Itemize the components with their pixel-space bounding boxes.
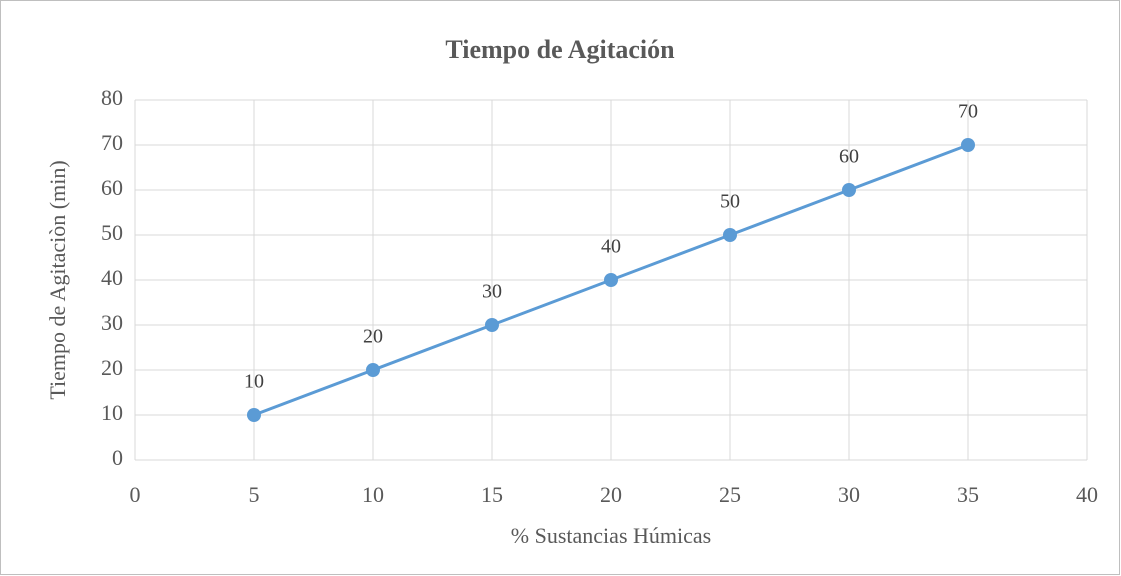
data-label: 60 xyxy=(839,146,859,168)
y-tick-label: 40 xyxy=(101,265,123,290)
x-tick-label: 25 xyxy=(719,482,741,507)
x-tick-label: 15 xyxy=(481,482,503,507)
data-point xyxy=(604,273,618,287)
y-tick-label: 0 xyxy=(112,445,123,470)
x-tick-label: 30 xyxy=(838,482,860,507)
x-tick-label: 5 xyxy=(249,482,260,507)
data-point xyxy=(723,228,737,242)
data-label: 10 xyxy=(244,371,264,393)
x-axis-label: % Sustancias Húmicas xyxy=(511,523,711,548)
y-tick-label: 50 xyxy=(101,220,123,245)
data-point xyxy=(366,363,380,377)
data-label: 70 xyxy=(958,101,978,123)
data-label: 30 xyxy=(482,281,502,303)
y-tick-label: 20 xyxy=(101,355,123,380)
x-tick-label: 40 xyxy=(1076,482,1098,507)
data-label: 40 xyxy=(601,236,621,258)
data-label: 50 xyxy=(720,191,740,213)
y-tick-label: 30 xyxy=(101,310,123,335)
x-tick-label: 10 xyxy=(362,482,384,507)
x-tick-label: 35 xyxy=(957,482,979,507)
data-point xyxy=(485,318,499,332)
data-point xyxy=(247,408,261,422)
y-axis-label: Tiempo de Agitaciòn (min) xyxy=(45,160,70,399)
y-tick-label: 70 xyxy=(101,130,123,155)
data-point xyxy=(842,183,856,197)
y-tick-label: 80 xyxy=(101,85,123,110)
y-tick-label: 60 xyxy=(101,175,123,200)
data-label: 20 xyxy=(363,326,383,348)
x-tick-label: 0 xyxy=(130,482,141,507)
y-tick-label: 10 xyxy=(101,400,123,425)
x-tick-label: 20 xyxy=(600,482,622,507)
chart-title: Tiempo de Agitación xyxy=(445,35,675,64)
data-point xyxy=(961,138,975,152)
